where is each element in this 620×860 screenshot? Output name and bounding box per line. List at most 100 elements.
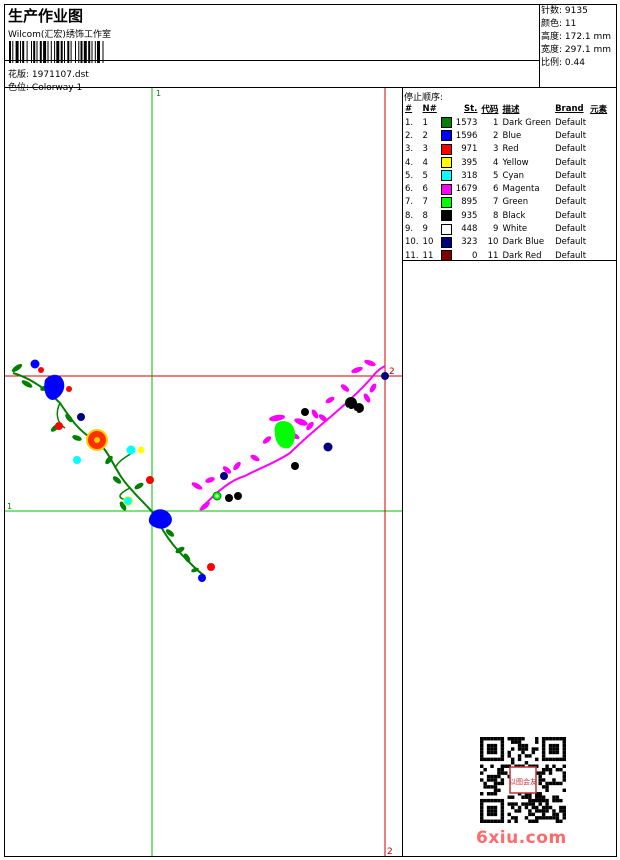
design-file-row: 花版: 1971107.dst — [8, 67, 89, 80]
row-description: Dark Red — [502, 250, 542, 261]
row-code: 8 — [493, 210, 499, 221]
legend-bottom-rule — [403, 260, 617, 261]
row-description: Yellow — [502, 157, 529, 168]
row-description: Dark Blue — [502, 237, 545, 248]
row-stitches: 971 — [461, 144, 478, 155]
color-swatch — [440, 196, 452, 208]
left-floral-vine — [11, 359, 215, 582]
red-horizontal-label: 2 — [389, 367, 395, 377]
col-element: 元素 — [590, 105, 608, 115]
stitch-count: 针数: 9135 — [541, 6, 588, 16]
table-row: 7. 7 895 7 Green Default — [403, 196, 609, 209]
page-frame — [4, 4, 617, 857]
row-code: 5 — [493, 170, 499, 181]
row-needle: 10 — [422, 237, 434, 248]
row-code: 4 — [493, 157, 499, 168]
color-swatch — [440, 170, 452, 182]
row-index: 7. — [405, 197, 414, 208]
row-element — [588, 236, 609, 249]
row-swatch — [439, 196, 454, 209]
row-brand: Default — [555, 130, 587, 141]
row-brand: Default — [555, 237, 587, 248]
row-code: 10 — [487, 237, 499, 248]
table-row: 3. 3 971 3 Red Default — [403, 143, 609, 156]
col-code: 代码 — [481, 105, 499, 115]
row-brand: Default — [555, 117, 587, 128]
row-brand: Default — [555, 250, 587, 261]
legend-title: 停止顺序: — [404, 93, 444, 103]
header-divider-vertical — [539, 4, 540, 88]
color-swatch — [440, 157, 452, 169]
row-code: 1 — [493, 117, 499, 128]
row-code: 9 — [493, 224, 499, 235]
row-description: Dark Green — [502, 117, 552, 128]
green-horizontal-label: 1 — [7, 502, 12, 511]
seal-stamp — [509, 766, 537, 794]
row-element — [588, 156, 609, 169]
row-index: 9. — [405, 224, 414, 235]
color-swatch — [440, 223, 452, 235]
row-code: 11 — [487, 250, 499, 261]
row-stitches: 1679 — [455, 184, 478, 195]
row-element — [588, 196, 609, 209]
table-row: 9. 9 448 9 White Default — [403, 222, 609, 235]
row-brand: Default — [555, 197, 587, 208]
color-swatch — [440, 210, 452, 222]
row-brand: Default — [555, 144, 587, 155]
row-stitches: 318 — [461, 170, 478, 181]
table-row: 6. 6 1679 6 Magenta Default — [403, 182, 609, 195]
row-element — [588, 143, 609, 156]
red-vertical-label: 2 — [387, 847, 393, 856]
table-row: 2. 2 1596 2 Blue Default — [403, 129, 609, 142]
row-brand: Default — [555, 157, 587, 168]
row-description: White — [502, 224, 528, 235]
table-header: # N# St. 代码 描述 Brand 元素 — [403, 102, 609, 116]
row-needle: 3 — [422, 144, 428, 155]
color-swatch — [440, 236, 452, 248]
row-index: 1. — [405, 117, 414, 128]
row-index: 5. — [405, 170, 414, 181]
row-element — [588, 182, 609, 195]
row-code: 6 — [493, 184, 499, 195]
row-description: Black — [502, 210, 526, 221]
row-description: Blue — [502, 130, 522, 141]
barcode — [9, 41, 104, 63]
row-element — [588, 116, 609, 129]
row-needle: 6 — [422, 184, 428, 195]
row-stitches: 1596 — [455, 130, 478, 141]
table-row: 1. 1 1573 1 Dark Green Default — [403, 116, 609, 129]
row-swatch — [439, 156, 454, 169]
row-description: Green — [502, 197, 529, 208]
row-element — [588, 209, 609, 222]
page-title: 生产作业图 — [8, 7, 84, 25]
row-description: Magenta — [502, 184, 540, 195]
row-code: 7 — [493, 197, 499, 208]
design-file-label: 花版: — [8, 70, 30, 80]
col-stitches: St. — [464, 104, 478, 114]
color-swatch — [440, 183, 452, 195]
row-index: 10. — [405, 237, 419, 248]
row-stitches: 935 — [461, 210, 478, 221]
row-brand: Default — [555, 184, 587, 195]
row-stitches: 448 — [461, 224, 478, 235]
row-code: 2 — [493, 130, 499, 141]
row-brand: Default — [555, 224, 587, 235]
row-needle: 1 — [422, 117, 428, 128]
design-height: 高度: 172.1 mm — [541, 32, 612, 42]
row-index: 2. — [405, 130, 414, 141]
design-scale: 比例: 0.44 — [541, 58, 585, 68]
row-stitches: 895 — [461, 197, 478, 208]
row-needle: 11 — [422, 250, 434, 261]
col-index: # — [405, 104, 413, 114]
row-swatch — [439, 143, 454, 156]
row-stitches: 1573 — [455, 117, 478, 128]
header: 生产作业图 Wilcom(汇宏)绣饰工作室 花版: 1971107.dst 色位… — [5, 5, 539, 93]
header-subdivider — [4, 60, 539, 61]
stop-sequence-table: # N# St. 代码 描述 Brand 元素 1. 1 1573 1 Dark Gre… — [403, 102, 609, 262]
qr-code: 以图会友 — [480, 737, 566, 823]
row-index: 8. — [405, 210, 414, 221]
studio-name: Wilcom(汇宏)绣饰工作室 — [8, 30, 111, 40]
color-swatch — [440, 143, 452, 155]
color-count: 颜色: 11 — [541, 19, 577, 29]
row-stitches: 395 — [461, 157, 478, 168]
